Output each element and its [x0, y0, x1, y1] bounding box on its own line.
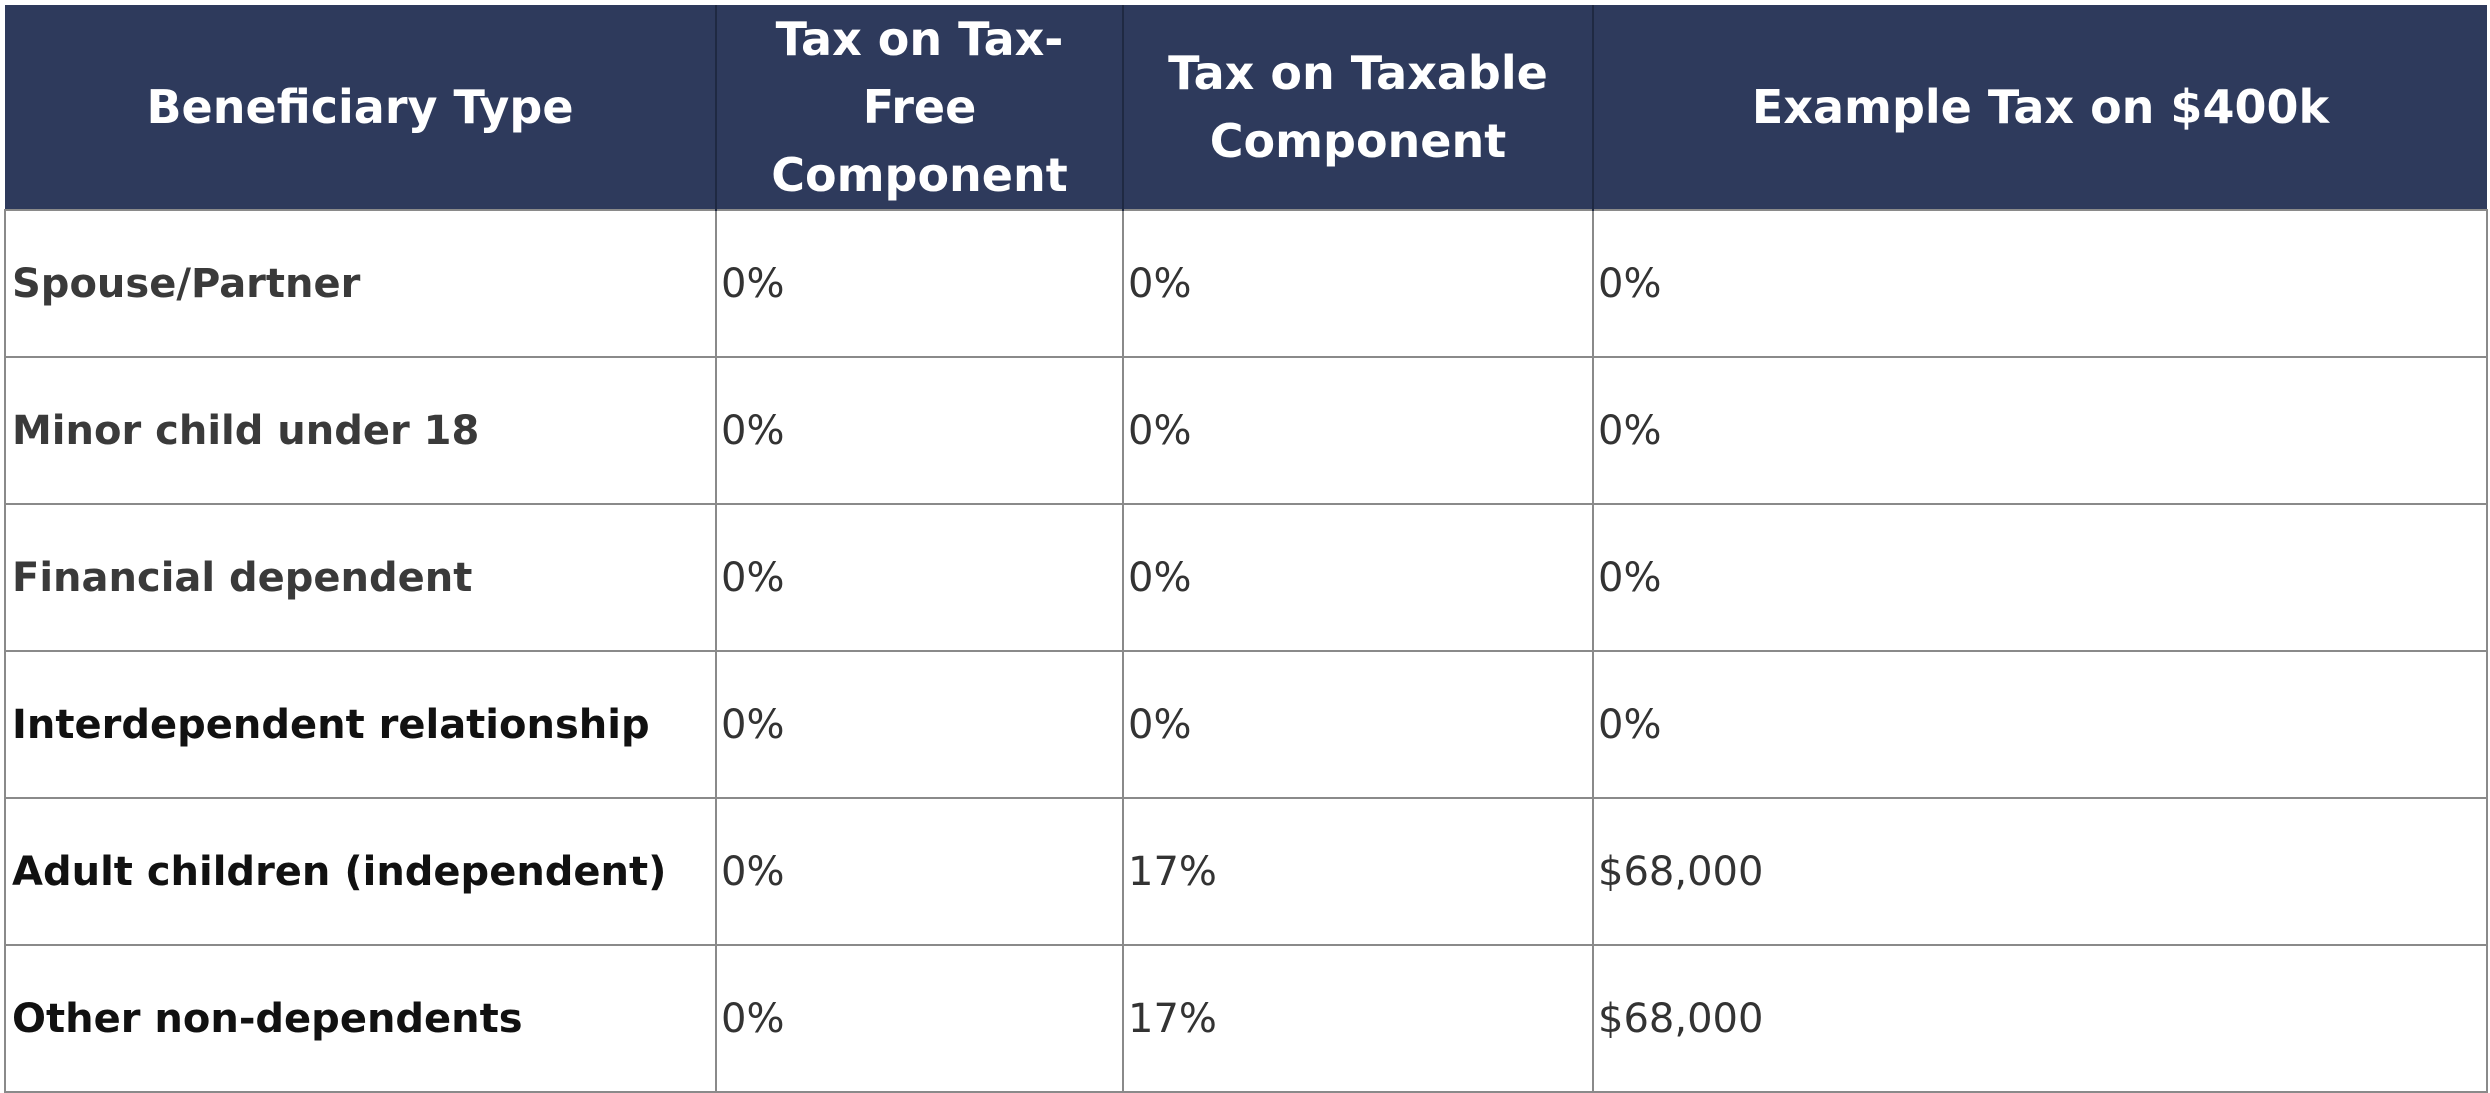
table-row: Minor child under 18 0% 0% 0%	[4, 356, 2488, 505]
tax-free-cell: 0%	[715, 650, 1124, 799]
beneficiary-type-cell: Spouse/Partner	[4, 209, 717, 358]
example-tax-cell: 0%	[1592, 650, 2488, 799]
example-tax-cell: $68,000	[1592, 944, 2488, 1093]
example-tax-cell: 0%	[1592, 209, 2488, 358]
table-row: Other non-dependents 0% 17% $68,000	[4, 944, 2488, 1093]
header-row: Beneficiary Type Tax on Tax-Free Compone…	[5, 5, 2487, 210]
example-tax-cell: $68,000	[1592, 797, 2488, 946]
beneficiary-tax-table-container: Beneficiary Type Tax on Tax-Free Compone…	[4, 5, 2488, 1093]
header-beneficiary-type: Beneficiary Type	[5, 5, 717, 210]
taxable-cell: 0%	[1122, 503, 1594, 652]
taxable-cell: 17%	[1122, 797, 1594, 946]
tax-free-cell: 0%	[715, 797, 1124, 946]
taxable-cell: 0%	[1122, 209, 1594, 358]
example-tax-cell: 0%	[1592, 503, 2488, 652]
header-taxable-component: Tax on Taxable Component	[1123, 5, 1594, 210]
table-row: Financial dependent 0% 0% 0%	[4, 503, 2488, 652]
beneficiary-type-cell: Adult children (independent)	[4, 797, 717, 946]
beneficiary-type-cell: Financial dependent	[4, 503, 717, 652]
taxable-cell: 0%	[1122, 356, 1594, 505]
example-tax-cell: 0%	[1592, 356, 2488, 505]
taxable-cell: 17%	[1122, 944, 1594, 1093]
beneficiary-type-cell: Minor child under 18	[4, 356, 717, 505]
tax-free-cell: 0%	[715, 209, 1124, 358]
taxable-cell: 0%	[1122, 650, 1594, 799]
beneficiary-type-cell: Interdependent relationship	[4, 650, 717, 799]
tax-free-cell: 0%	[715, 356, 1124, 505]
beneficiary-tax-table: Beneficiary Type Tax on Tax-Free Compone…	[4, 5, 2488, 1093]
table-row: Interdependent relationship 0% 0% 0%	[4, 650, 2488, 799]
table-header: Beneficiary Type Tax on Tax-Free Compone…	[5, 5, 2487, 210]
tax-free-cell: 0%	[715, 944, 1124, 1093]
beneficiary-type-cell: Other non-dependents	[4, 944, 717, 1093]
table-row: Spouse/Partner 0% 0% 0%	[4, 209, 2488, 358]
tax-free-cell: 0%	[715, 503, 1124, 652]
header-example-tax: Example Tax on $400k	[1593, 5, 2487, 210]
header-tax-free-component: Tax on Tax-Free Component	[716, 5, 1124, 210]
table-body: Spouse/Partner 0% 0% 0% Minor child unde…	[4, 209, 2488, 1093]
table-row: Adult children (independent) 0% 17% $68,…	[4, 797, 2488, 946]
